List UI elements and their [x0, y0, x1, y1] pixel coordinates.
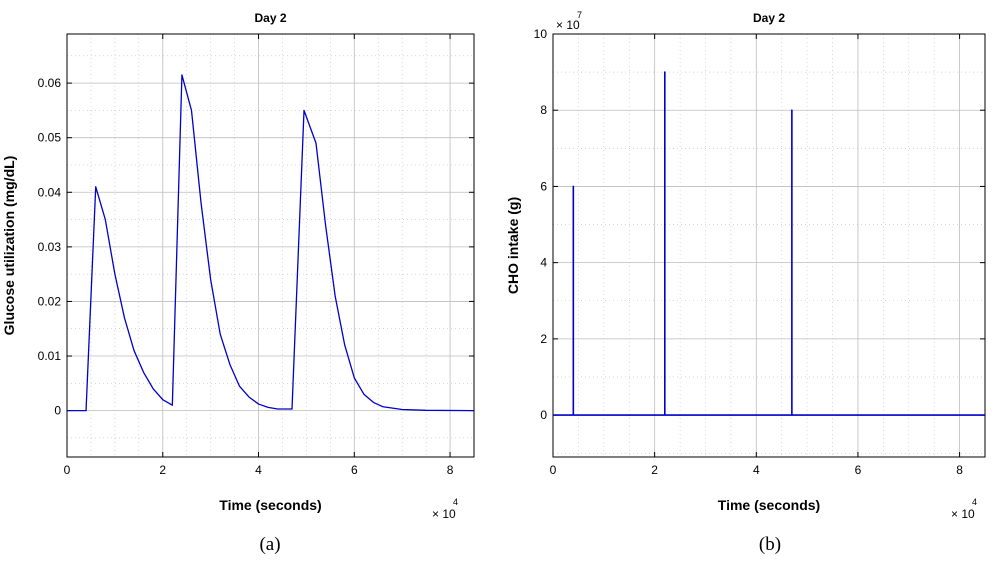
series-line-0 [553, 71, 985, 416]
x-multiplier-exponent: 4 [453, 497, 458, 507]
y-tick-label: 0.01 [38, 349, 62, 363]
y-tick-label: 0.05 [38, 131, 62, 145]
y-axis-label: Glucose utilization (mg/dL) [1, 156, 17, 336]
y-tick-label: 0.02 [38, 294, 62, 308]
chart-title: Day 2 [753, 11, 785, 25]
x-multiplier-exponent: 4 [972, 497, 977, 507]
x-multiplier-base: × 10 [432, 507, 456, 521]
x-tick-label: 2 [651, 463, 658, 477]
x-tick-label: 6 [351, 463, 358, 477]
subfigure-caption: (a) [259, 534, 280, 555]
x-tick-label: 8 [956, 463, 963, 477]
y-multiplier-exponent: 7 [577, 10, 582, 20]
y-tick-label: 0.04 [38, 185, 62, 199]
y-tick-label: 8 [540, 103, 547, 117]
axes-frame [66, 33, 475, 458]
y-tick-label: 0 [54, 404, 61, 418]
y-tick-label: 10 [534, 27, 548, 41]
x-axis-label: Time (seconds) [219, 497, 321, 513]
x-tick-label: 4 [753, 463, 760, 477]
y-multiplier-base: × 10 [556, 18, 580, 32]
x-tick-label: 0 [64, 463, 71, 477]
chart-cho-intake: 0 2 4 6 8 0 2 4 6 8 10 Day 2 Time (seconds) CHO intak… [505, 10, 986, 555]
series-line-0 [67, 74, 475, 412]
chart-glucose-utilization: 0 2 4 6 8 0 0.01 0.02 0.03 0.04 0.05 0.06 Day 2 Time … [1, 11, 475, 555]
x-tick-label: 8 [447, 463, 454, 477]
x-multiplier-base: × 10 [951, 507, 975, 521]
x-axis-label: Time (seconds) [718, 497, 820, 513]
x-tick-label: 2 [159, 463, 166, 477]
subfigure-caption: (b) [759, 534, 781, 555]
tick-group: 0 2 4 6 8 0 2 4 6 8 10 [534, 27, 985, 477]
grid [66, 34, 475, 457]
y-tick-label: 4 [540, 256, 547, 270]
y-tick-label: 6 [540, 179, 547, 193]
y-tick-label: 0.03 [38, 240, 62, 254]
tick-group: 0 2 4 6 8 0 0.01 0.02 0.03 0.04 0.05 0.06 [38, 34, 474, 477]
axes-frame [552, 33, 986, 458]
x-tick-label: 4 [255, 463, 262, 477]
y-tick-label: 0 [540, 408, 547, 422]
chart-title: Day 2 [254, 11, 286, 25]
x-tick-label: 0 [550, 463, 557, 477]
x-tick-label: 6 [855, 463, 862, 477]
y-tick-label: 0.06 [38, 76, 62, 90]
y-axis-label: CHO intake (g) [505, 197, 521, 294]
y-tick-label: 2 [540, 332, 547, 346]
